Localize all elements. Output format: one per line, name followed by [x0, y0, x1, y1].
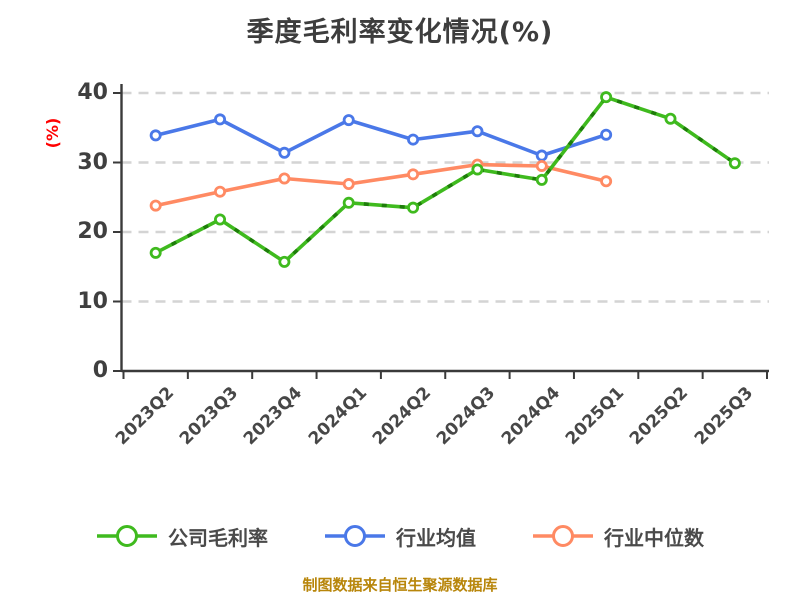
data-point-marker-公司毛利率: [600, 91, 613, 104]
data-point-marker-公司毛利率: [342, 196, 355, 209]
series-line-行业均值: [153, 117, 608, 158]
data-point-marker-公司毛利率: [278, 255, 291, 268]
data-point-marker-行业均值: [600, 128, 613, 141]
legend-label: 行业均值: [396, 525, 476, 550]
y-tick-label-0: 0: [92, 358, 108, 383]
legend-marker-circle: [116, 525, 138, 547]
data-point-marker-行业中位数: [278, 172, 291, 185]
data-point-marker-行业均值: [342, 114, 355, 127]
data-point-marker-行业均值: [278, 146, 291, 159]
data-point-marker-行业中位数: [407, 168, 420, 181]
legend-marker-circle: [552, 525, 574, 547]
legend-swatch-icon: [97, 525, 157, 547]
legend-label: 行业中位数: [604, 525, 704, 550]
data-point-marker-公司毛利率: [149, 246, 162, 259]
series-line-dashes-公司毛利率: [154, 95, 736, 264]
data-point-marker-行业中位数: [535, 159, 548, 172]
data-point-marker-公司毛利率: [407, 201, 420, 214]
legend-item-公司毛利率: 公司毛利率: [96, 522, 268, 551]
data-point-marker-行业均值: [535, 149, 548, 162]
y-tick-label-30: 30: [77, 149, 108, 175]
data-point-marker-行业均值: [471, 125, 484, 138]
y-tick-label-20: 20: [77, 219, 108, 244]
data-point-marker-行业均值: [214, 113, 227, 126]
data-point-marker-公司毛利率: [728, 157, 741, 170]
legend-swatch-icon: [325, 525, 385, 547]
data-point-marker-行业中位数: [149, 199, 162, 212]
data-point-marker-公司毛利率: [214, 213, 227, 226]
data-point-marker-公司毛利率: [535, 173, 548, 186]
legend-swatch-icon: [533, 525, 593, 547]
legend-marker-circle: [344, 525, 366, 547]
data-point-marker-行业中位数: [600, 175, 613, 188]
data-point-marker-行业中位数: [342, 178, 355, 191]
data-point-marker-行业均值: [407, 133, 420, 146]
y-tick-label-40: 40: [77, 80, 108, 105]
data-point-marker-行业中位数: [214, 185, 227, 198]
data-point-marker-公司毛利率: [471, 163, 484, 176]
data-source-footer: 制图数据来自恒生聚源数据库: [302, 576, 498, 594]
y-tick-label-10: 10: [77, 288, 108, 314]
data-point-marker-行业均值: [149, 129, 162, 142]
legend: 公司毛利率 行业均值 行业中位数: [0, 518, 800, 554]
series-line-公司毛利率: [153, 95, 737, 264]
data-point-marker-公司毛利率: [664, 112, 677, 125]
legend-item-行业中位数: 行业中位数: [532, 522, 704, 551]
legend-item-行业均值: 行业均值: [324, 522, 476, 551]
chart-title: 季度毛利率变化情况(%): [246, 17, 554, 48]
series-line-行业中位数: [153, 162, 608, 208]
legend-label: 公司毛利率: [168, 525, 268, 550]
